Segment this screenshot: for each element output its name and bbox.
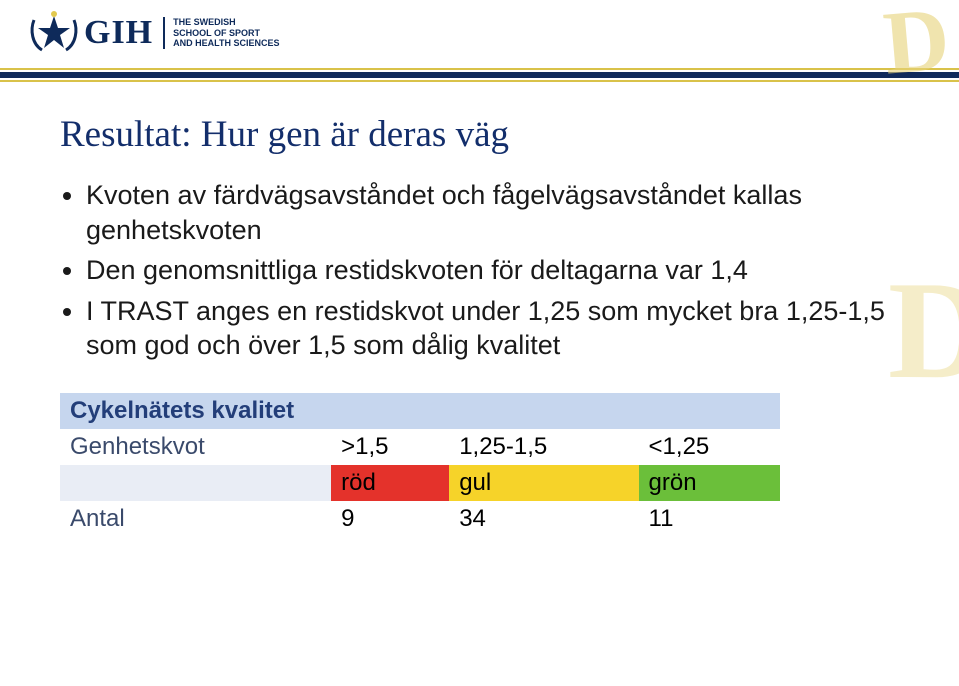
col-label: Genhetskvot [60,429,331,465]
quality-table-wrap: Cykelnätets kvalitet Genhetskvot >1,5 1,… [60,393,899,537]
header-stripe-top [0,68,959,70]
cell-red: röd [331,465,449,501]
bullet-list: Kvoten av färdvägsavståndet och fågelväg… [60,178,899,363]
logo-text: GIH [84,14,153,52]
count-high: 9 [331,501,449,537]
count-label: Antal [60,501,331,537]
table-header-row: Cykelnätets kvalitet [60,393,780,429]
list-item: I TRAST anges en restidskvot under 1,25 … [86,294,899,363]
page-title: Resultat: Hur gen är deras väg [60,113,899,156]
table-row: röd gul grön [60,465,780,501]
logo-sub-line2: SCHOOL OF SPORT [173,28,279,39]
logo-sub-line1: THE SWEDISH [173,17,279,28]
col-threshold-low: <1,25 [639,429,780,465]
table-caption: Cykelnätets kvalitet [60,393,780,429]
decor-letter-2: D [888,250,959,411]
color-row-label [60,465,331,501]
count-low: 11 [639,501,780,537]
logo: GIH THE SWEDISH SCHOOL OF SPORT AND HEAL… [28,10,279,56]
slide-content: Resultat: Hur gen är deras väg Kvoten av… [0,95,959,537]
count-mid: 34 [449,501,638,537]
header-stripe-bot [0,80,959,82]
table-row: Genhetskvot >1,5 1,25-1,5 <1,25 [60,429,780,465]
decor-letter-1: D [880,0,954,96]
cell-yellow: gul [449,465,638,501]
logo-mark-icon [28,10,80,56]
list-item: Kvoten av färdvägsavståndet och fågelväg… [86,178,899,247]
header-stripe-mid [0,72,959,78]
logo-sub-line3: AND HEALTH SCIENCES [173,38,279,49]
logo-subtitle: THE SWEDISH SCHOOL OF SPORT AND HEALTH S… [163,17,279,49]
table-row: Antal 9 34 11 [60,501,780,537]
list-item: Den genomsnittliga restidskvoten för del… [86,253,899,288]
col-threshold-high: >1,5 [331,429,449,465]
cell-green: grön [639,465,780,501]
col-threshold-mid: 1,25-1,5 [449,429,638,465]
header-band: GIH THE SWEDISH SCHOOL OF SPORT AND HEAL… [0,0,959,95]
quality-table: Cykelnätets kvalitet Genhetskvot >1,5 1,… [60,393,780,537]
